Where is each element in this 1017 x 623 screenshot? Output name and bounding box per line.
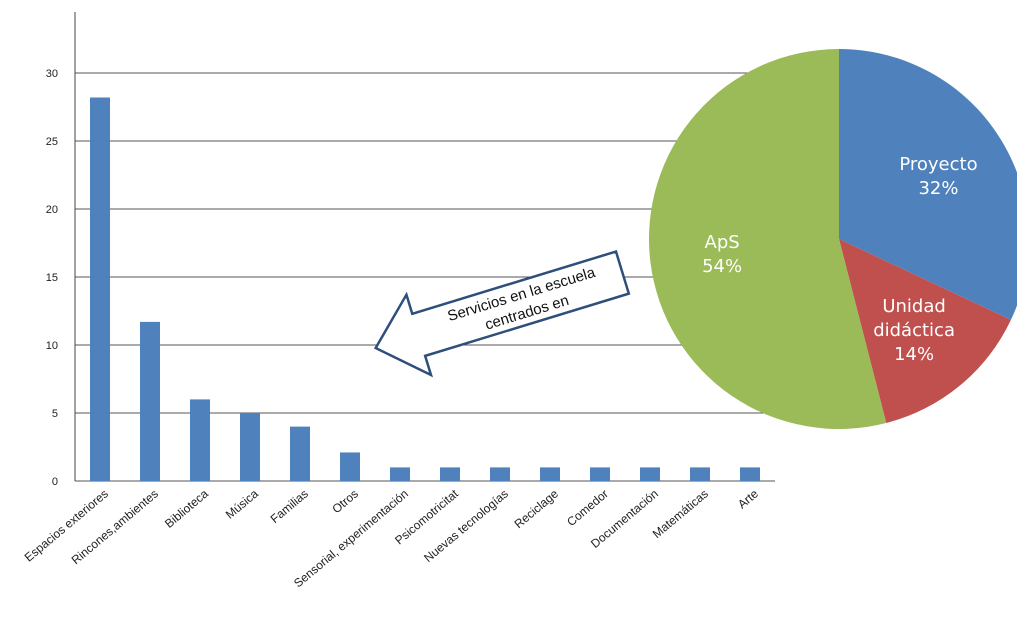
x-tick-label: Biblioteca: [162, 486, 211, 530]
pie-slice-label: 54%: [702, 256, 742, 277]
y-tick-label: 0: [52, 476, 58, 488]
bar: [740, 467, 760, 481]
y-tick-label: 25: [46, 136, 58, 148]
bar: [90, 97, 110, 481]
bar: [690, 467, 710, 481]
y-tick-label: 30: [46, 68, 58, 80]
bar: [440, 467, 460, 481]
callout-arrow-shape: [373, 249, 631, 378]
x-tick-label: Nuevas tecnologías: [421, 487, 511, 565]
pie-slice: [839, 49, 1017, 320]
bar: [490, 467, 510, 481]
y-tick-label: 20: [46, 204, 58, 216]
bar: [590, 467, 610, 481]
x-tick-label: Espacios exteriores: [22, 487, 111, 565]
bar: [340, 452, 360, 481]
pie-slice: [839, 239, 1011, 424]
bar: [390, 467, 410, 481]
x-tick-label: Matemáticas: [650, 487, 711, 541]
y-tick-label: 15: [46, 272, 58, 284]
bar: [290, 426, 310, 481]
callout-arrow: Servicios en la escuela centrados en: [373, 249, 631, 378]
x-tick-label: Rincones,ambientes: [69, 487, 161, 568]
bar-chart-bars: [90, 97, 760, 481]
x-tick-label: Reciclage: [512, 486, 562, 531]
x-tick-label: Comedor: [564, 487, 611, 529]
bar-chart-y-axis: 0 5 10 15 20 25 30: [46, 68, 58, 488]
pie-slice-label: Unidad: [882, 296, 945, 317]
pie-chart: Proyecto 32% Unidad didáctica 14% ApS 54%: [648, 49, 1017, 430]
bar: [140, 321, 160, 481]
pie-slice-label: 14%: [894, 344, 934, 365]
x-tick-label: Otros: [329, 487, 360, 517]
bar: [640, 467, 660, 481]
x-tick-label: Familias: [268, 487, 311, 526]
x-tick-label: Música: [223, 486, 261, 521]
pie-slice-label: ApS: [705, 232, 740, 253]
y-tick-label: 10: [46, 340, 58, 352]
pie-slice-label: 32%: [918, 178, 958, 199]
pie-slice: [648, 49, 887, 430]
x-tick-label: Arte: [735, 486, 761, 511]
bar: [240, 413, 260, 481]
bar: [190, 399, 210, 481]
bar: [540, 467, 560, 481]
pie-slice-label: didáctica: [873, 320, 955, 341]
pie-slice-label: Proyecto: [899, 154, 977, 175]
y-tick-label: 5: [52, 408, 58, 420]
